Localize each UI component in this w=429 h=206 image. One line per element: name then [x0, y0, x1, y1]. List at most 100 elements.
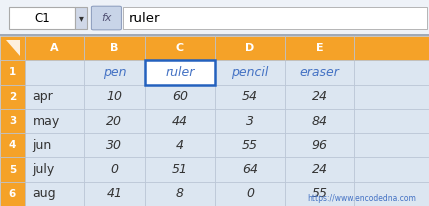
Text: 2: 2: [9, 92, 16, 102]
Bar: [0, 109, 25, 133]
Polygon shape: [6, 40, 21, 56]
Bar: [25, 157, 84, 182]
Text: C1: C1: [34, 12, 50, 25]
Bar: [214, 157, 285, 182]
Text: 0: 0: [110, 163, 118, 176]
Bar: [145, 157, 214, 182]
FancyBboxPatch shape: [91, 6, 121, 30]
Bar: [285, 36, 354, 60]
Bar: [354, 85, 429, 109]
Text: ruler: ruler: [129, 12, 160, 25]
Bar: [25, 85, 84, 109]
Text: may: may: [33, 115, 60, 128]
Text: 41: 41: [106, 187, 122, 200]
Bar: [84, 85, 145, 109]
Text: 51: 51: [172, 163, 188, 176]
Bar: [354, 60, 429, 85]
Bar: [84, 157, 145, 182]
Text: 1: 1: [9, 68, 16, 77]
Bar: [84, 109, 145, 133]
Text: jun: jun: [33, 139, 52, 152]
Bar: [84, 182, 145, 206]
Text: july: july: [33, 163, 55, 176]
Text: 3: 3: [9, 116, 16, 126]
Bar: [285, 109, 354, 133]
Text: 55: 55: [242, 139, 258, 152]
Text: E: E: [316, 43, 323, 53]
Bar: [285, 85, 354, 109]
Text: B: B: [110, 43, 118, 53]
Bar: [354, 109, 429, 133]
Text: 10: 10: [106, 90, 122, 103]
Bar: [0, 157, 25, 182]
Bar: [25, 182, 84, 206]
Text: 54: 54: [242, 90, 258, 103]
Bar: [354, 182, 429, 206]
Text: aug: aug: [33, 187, 56, 200]
Text: https://www.encodedna.com: https://www.encodedna.com: [307, 194, 416, 203]
Text: 0: 0: [246, 187, 254, 200]
Bar: [145, 36, 214, 60]
Text: 24: 24: [311, 90, 328, 103]
Bar: [285, 182, 354, 206]
Bar: [354, 157, 429, 182]
Text: 4: 4: [176, 139, 184, 152]
Text: 4: 4: [9, 140, 16, 150]
Text: A: A: [50, 43, 59, 53]
Text: 44: 44: [172, 115, 188, 128]
Text: pen: pen: [103, 66, 126, 79]
Bar: [9, 7, 75, 29]
Bar: [25, 109, 84, 133]
Bar: [0, 182, 25, 206]
Text: 84: 84: [311, 115, 328, 128]
Bar: [354, 133, 429, 157]
Text: 64: 64: [242, 163, 258, 176]
Text: fx: fx: [101, 13, 112, 23]
Bar: [145, 60, 214, 85]
Text: 24: 24: [311, 163, 328, 176]
Text: D: D: [245, 43, 254, 53]
Bar: [145, 60, 214, 85]
Bar: [214, 85, 285, 109]
Text: apr: apr: [33, 90, 53, 103]
Bar: [354, 36, 429, 60]
Text: eraser: eraser: [300, 66, 339, 79]
Bar: [0, 0, 429, 36]
Bar: [25, 36, 84, 60]
Bar: [25, 60, 84, 85]
Bar: [214, 60, 285, 85]
Bar: [145, 133, 214, 157]
Text: 6: 6: [9, 189, 16, 199]
Text: 5: 5: [9, 165, 16, 174]
Text: ▾: ▾: [79, 13, 84, 23]
Text: 60: 60: [172, 90, 188, 103]
Bar: [0, 85, 25, 109]
Bar: [145, 182, 214, 206]
Bar: [0, 133, 25, 157]
Text: 30: 30: [106, 139, 122, 152]
Bar: [214, 36, 285, 60]
Text: 20: 20: [106, 115, 122, 128]
Text: 55: 55: [311, 187, 328, 200]
Bar: [214, 109, 285, 133]
Bar: [84, 60, 145, 85]
Text: 96: 96: [311, 139, 328, 152]
Bar: [84, 133, 145, 157]
Bar: [25, 133, 84, 157]
Text: C: C: [176, 43, 184, 53]
Text: ruler: ruler: [165, 66, 194, 79]
Bar: [145, 85, 214, 109]
Bar: [0, 36, 25, 60]
Bar: [84, 36, 145, 60]
Bar: [214, 133, 285, 157]
Bar: [0, 60, 25, 85]
Text: 8: 8: [176, 187, 184, 200]
Text: pencil: pencil: [231, 66, 269, 79]
Bar: [123, 7, 427, 29]
Bar: [75, 7, 87, 29]
Bar: [145, 109, 214, 133]
Bar: [285, 60, 354, 85]
Bar: [285, 133, 354, 157]
Bar: [214, 182, 285, 206]
Bar: [285, 157, 354, 182]
